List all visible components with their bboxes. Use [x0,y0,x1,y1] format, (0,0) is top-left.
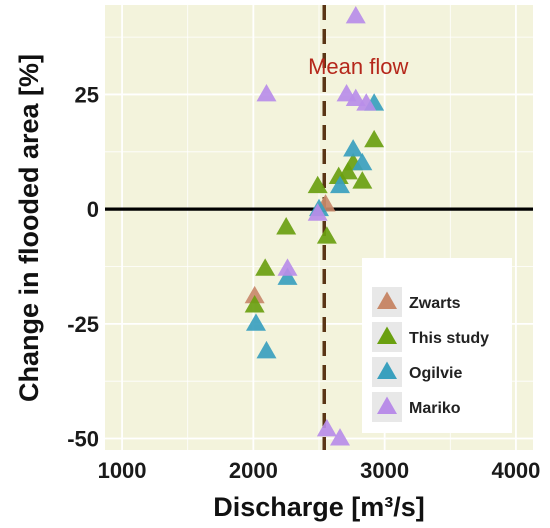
legend-label: Zwarts [409,295,461,312]
data-point [316,226,337,244]
legend-marker [377,396,397,414]
x-tick-label: 3000 [360,458,409,483]
data-point [244,295,265,313]
data-point [276,217,297,235]
x-tick-label: 2000 [229,458,278,483]
y-axis-title: Change in flooded area [%] [14,54,44,402]
y-tick-label: -50 [67,427,99,452]
y-tick-label: 0 [87,197,99,222]
legend-marker [377,326,397,344]
legend-label: Mariko [409,400,461,417]
y-tick-label: -25 [67,312,99,337]
legend: Zwarts This study Ogilvie Mariko [362,258,512,433]
data-point [345,88,366,107]
data-points [244,6,385,446]
data-point [330,175,351,194]
data-point [277,267,298,285]
mean-flow-annotation: Mean flow [308,54,408,79]
data-point [256,340,277,359]
data-point [316,418,337,437]
x-axis-title: Discharge [m³/s] [213,492,425,522]
x-tick-label: 1000 [98,458,147,483]
data-point [356,93,377,111]
data-point [245,313,266,331]
data-point [307,175,328,194]
data-point [352,152,373,171]
data-point [337,162,358,180]
data-point [307,203,328,221]
data-point [328,166,349,184]
legend-label: Ogilvie [409,365,462,382]
data-point [255,258,276,276]
y-tick-label: 25 [75,82,99,107]
axis-ticks: 1000 2000 3000 4000 -50 -25 0 25 [67,82,540,483]
data-point [256,84,277,102]
data-point [277,258,298,276]
data-point [364,129,385,148]
legend-marker [377,291,397,309]
data-point [244,285,265,304]
data-point [352,171,373,189]
data-point [345,6,366,24]
data-point [330,428,351,446]
x-tick-label: 4000 [491,458,540,483]
legend-marker [377,361,397,379]
data-point [343,139,364,157]
legend-label: This study [409,330,489,347]
